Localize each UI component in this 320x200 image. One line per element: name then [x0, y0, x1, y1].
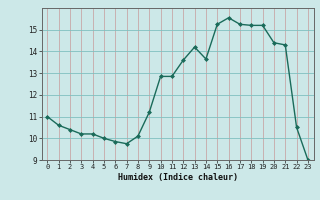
X-axis label: Humidex (Indice chaleur): Humidex (Indice chaleur): [118, 173, 237, 182]
